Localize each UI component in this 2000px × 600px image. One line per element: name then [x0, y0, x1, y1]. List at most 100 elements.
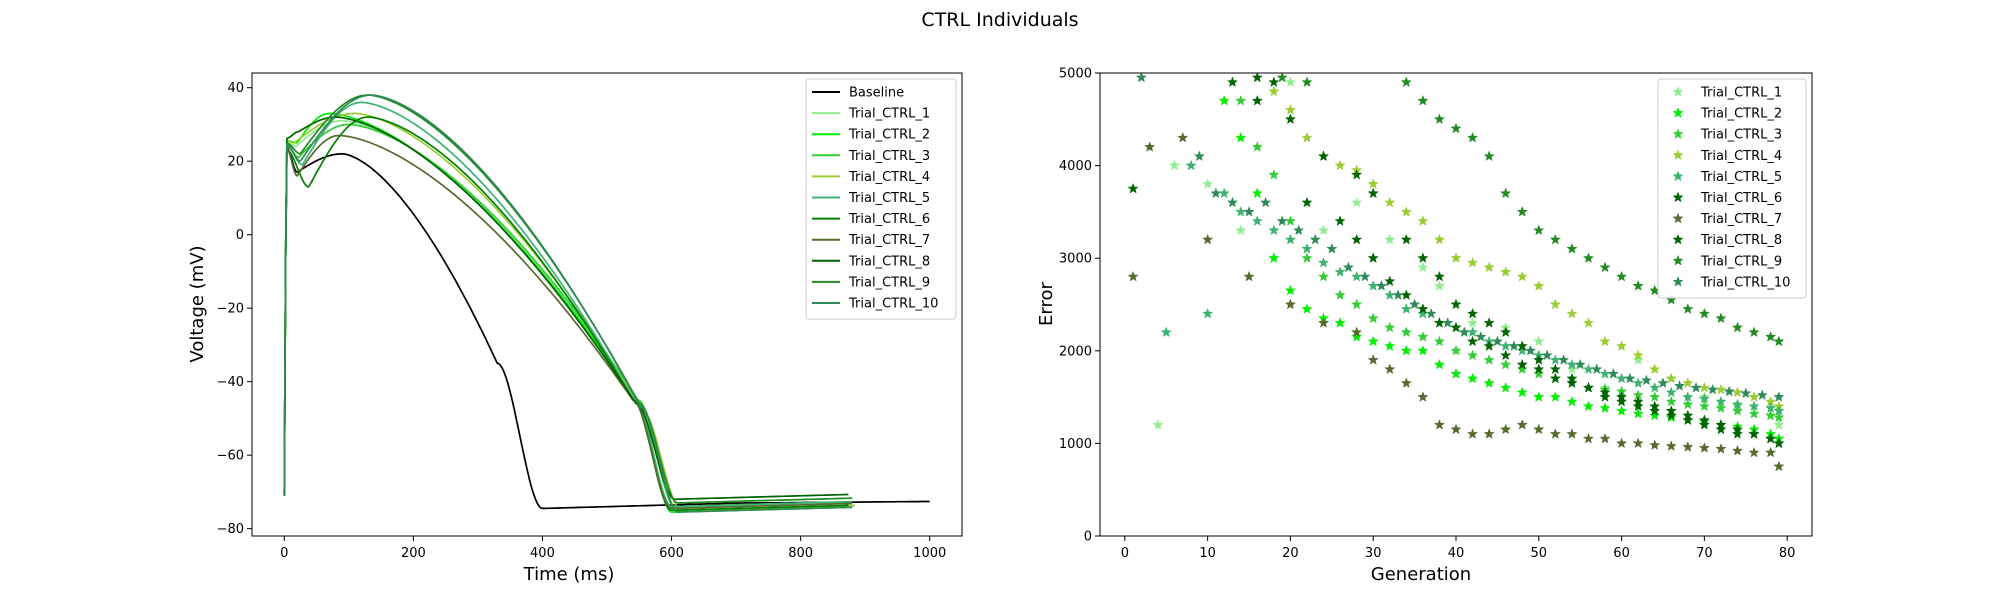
error-chart-point-trial-ctrl-10-24	[1574, 358, 1586, 370]
error-chart-point-trial-ctrl-7-33	[1773, 460, 1785, 472]
error-chart-point-trial-ctrl-8-10	[1450, 321, 1462, 333]
error-chart-point-trial-ctrl-3-25	[1649, 391, 1661, 402]
error-chart-point-trial-ctrl-10-15	[1425, 307, 1437, 319]
error-chart-point-trial-ctrl-10-34	[1740, 387, 1752, 399]
voltage-chart-axes: 0 200 400 600 800 1000 −80 −60 −40 −20 0 20 40	[217, 81, 947, 561]
error-chart-point-trial-ctrl-10-25	[1591, 363, 1603, 375]
error-chart-point-trial-ctrl-10-11	[1359, 270, 1371, 282]
error-chart-point-trial-ctrl-4-17	[1549, 298, 1561, 310]
error-chart-point-trial-ctrl-3-14	[1466, 349, 1479, 361]
error-chart-point-trial-ctrl-9-7	[1483, 150, 1495, 162]
voltage-chart-legend-label-trial-ctrl-7: Trial_CTRL_7	[848, 233, 930, 248]
error-chart-point-trial-ctrl-5-6	[1268, 224, 1280, 236]
error-chart-point-trial-ctrl-2-0	[1218, 94, 1230, 106]
error-chart-point-trial-ctrl-7-13	[1450, 423, 1462, 435]
error-chart-point-trial-ctrl-10-0	[1135, 73, 1147, 83]
error-chart-point-trial-ctrl-2-17	[1500, 381, 1512, 393]
voltage-chart-series-trial-ctrl-5	[283, 101, 853, 508]
error-chart-point-trial-ctrl-2-9	[1367, 335, 1379, 347]
error-chart-point-trial-ctrl-7-9	[1384, 363, 1396, 375]
error-chart-point-trial-ctrl-4-10	[1433, 233, 1446, 245]
voltage-chart-ylabel: Voltage (mV)	[187, 245, 208, 362]
error-chart-point-trial-ctrl-4-0	[1268, 85, 1280, 97]
error-chart-point-trial-ctrl-6-16	[1549, 363, 1561, 375]
error-chart-point-trial-ctrl-1-13	[1533, 335, 1545, 347]
voltage-chart-ytick-label-1: −60	[217, 449, 244, 464]
error-chart-xtick-label-3: 30	[1365, 546, 1382, 561]
error-chart-point-trial-ctrl-9-20	[1698, 307, 1710, 319]
error-chart-point-trial-ctrl-4-11	[1450, 252, 1462, 263]
voltage-chart-ytick-label-4: 0	[236, 228, 244, 243]
error-chart-point-trial-ctrl-8-16	[1549, 372, 1561, 384]
voltage-chart-legend-label-baseline: Baseline	[849, 86, 904, 101]
error-chart-point-trial-ctrl-9-25	[1773, 335, 1785, 347]
error-chart-point-trial-ctrl-5-30	[1665, 386, 1677, 398]
error-chart-point-trial-ctrl-6-4	[1317, 150, 1330, 162]
voltage-chart-xtick-label-3: 600	[659, 546, 684, 561]
error-chart-point-trial-ctrl-2-20	[1549, 391, 1561, 402]
error-chart-point-trial-ctrl-4-29	[1748, 391, 1760, 402]
error-chart-point-trial-ctrl-9-22	[1731, 321, 1744, 333]
error-chart-point-trial-ctrl-2-16	[1483, 377, 1495, 388]
error-chart-point-trial-ctrl-3-29	[1715, 402, 1727, 413]
error-chart-point-trial-ctrl-10-16	[1442, 317, 1454, 328]
error-chart-point-trial-ctrl-3-33	[1773, 411, 1785, 423]
error-chart-point-trial-ctrl-6-5	[1351, 168, 1363, 180]
error-chart-point-trial-ctrl-5-8	[1301, 242, 1313, 254]
error-chart-point-trial-ctrl-10-7	[1293, 224, 1305, 236]
error-chart-point-trial-ctrl-3-0	[1235, 94, 1247, 106]
error-chart-point-trial-ctrl-6-7	[1400, 233, 1412, 245]
error-chart-point-trial-ctrl-6-10	[1450, 298, 1462, 310]
error-chart-point-trial-ctrl-4-9	[1417, 215, 1429, 226]
error-chart-point-trial-ctrl-9-9	[1516, 205, 1528, 217]
error-chart-point-trial-ctrl-7-31	[1748, 446, 1760, 458]
error-chart-legend-swatch-trial-ctrl-7	[1672, 212, 1684, 224]
error-chart-point-trial-ctrl-5-29	[1649, 381, 1661, 393]
voltage-chart-legend-label-trial-ctrl-2: Trial_CTRL_2	[848, 128, 930, 143]
error-chart-point-trial-ctrl-5-7	[1284, 233, 1297, 245]
error-chart-point-trial-ctrl-8-18	[1582, 381, 1595, 393]
error-chart-point-trial-ctrl-10-6	[1276, 215, 1288, 227]
figure-title: CTRL Individuals	[921, 9, 1078, 31]
error-chart-point-trial-ctrl-5-35	[1748, 400, 1760, 412]
error-chart-point-trial-ctrl-5-34	[1731, 398, 1744, 410]
error-chart-point-trial-ctrl-3-11	[1417, 330, 1429, 342]
error-chart-ytick-label-4: 4000	[1059, 159, 1092, 174]
voltage-chart-series-trial-ctrl-8	[283, 116, 849, 501]
error-chart-point-trial-ctrl-8-12	[1483, 340, 1495, 351]
error-chart-point-trial-ctrl-8-25	[1698, 418, 1710, 430]
error-chart-point-trial-ctrl-8-17	[1566, 377, 1578, 388]
error-chart-point-trial-ctrl-8-8	[1417, 303, 1429, 314]
error-chart-point-trial-ctrl-9-6	[1466, 131, 1479, 143]
error-chart-point-trial-ctrl-9-13	[1582, 252, 1595, 263]
error-chart-point-trial-ctrl-10-29	[1657, 377, 1669, 388]
error-chart-legend-label-trial-ctrl-5: Trial_CTRL_5	[1700, 170, 1782, 185]
error-chart-point-trial-ctrl-8-11	[1466, 335, 1479, 347]
voltage-chart-ytick-label-2: −40	[217, 375, 244, 390]
voltage-chart-frame	[251, 72, 963, 537]
error-chart-legend-label-trial-ctrl-4: Trial_CTRL_4	[1700, 149, 1782, 164]
error-chart-point-trial-ctrl-7-6	[1317, 317, 1330, 328]
error-chart-point-trial-ctrl-5-14	[1400, 303, 1412, 314]
error-chart-point-trial-ctrl-4-25	[1682, 377, 1694, 388]
error-chart-point-trial-ctrl-5-2	[1202, 307, 1214, 319]
error-chart-point-trial-ctrl-5-37	[1773, 405, 1785, 416]
error-chart-point-trial-ctrl-10-19	[1491, 335, 1503, 347]
error-chart-point-trial-ctrl-1-14	[1566, 363, 1578, 375]
error-chart-point-trial-ctrl-9-15	[1615, 270, 1628, 282]
error-chart-point-trial-ctrl-9-12	[1566, 242, 1578, 254]
error-chart-series-trial-ctrl-8	[1251, 73, 1785, 449]
error-chart-point-trial-ctrl-8-6	[1384, 275, 1396, 287]
error-chart-point-trial-ctrl-9-2	[1400, 76, 1412, 88]
error-chart-point-trial-ctrl-3-1	[1251, 141, 1263, 152]
error-chart-point-trial-ctrl-4-13	[1483, 261, 1495, 273]
error-chart-point-trial-ctrl-4-24	[1665, 372, 1677, 384]
voltage-chart-legend: Baseline Trial_CTRL_1 Trial_CTRL_2 Trial_CT…	[805, 78, 957, 320]
error-chart-point-trial-ctrl-7-32	[1765, 446, 1777, 458]
error-chart-point-trial-ctrl-7-2	[1177, 131, 1189, 143]
voltage-chart-xtick-label-4: 800	[788, 546, 813, 561]
error-chart-point-trial-ctrl-2-15	[1466, 372, 1479, 384]
error-chart-point-trial-ctrl-4-1	[1284, 104, 1297, 115]
error-chart-xtick-label-7: 70	[1696, 546, 1713, 561]
error-chart-point-trial-ctrl-7-16	[1500, 423, 1512, 435]
